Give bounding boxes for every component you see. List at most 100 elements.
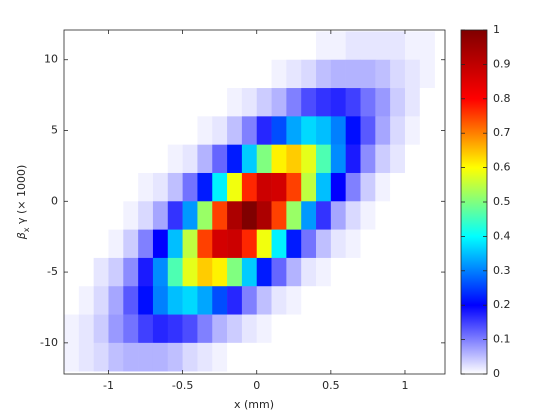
heatmap-cell xyxy=(256,88,272,117)
heatmap-cell xyxy=(286,201,302,230)
heatmap-cell xyxy=(330,31,346,61)
heatmap-cell xyxy=(271,59,287,89)
heatmap-cell xyxy=(316,342,332,372)
heatmap-cell xyxy=(152,257,169,287)
heatmap-cell xyxy=(241,201,258,230)
heatmap-cell xyxy=(138,257,154,287)
heatmap-cell xyxy=(212,31,228,61)
heatmap-cell xyxy=(78,31,94,61)
heatmap-cell xyxy=(93,144,109,174)
heatmap-cell xyxy=(241,116,258,145)
heatmap-cell xyxy=(152,116,169,145)
heatmap-cell xyxy=(167,116,183,145)
heatmap-cell xyxy=(108,286,124,315)
heatmap-cell xyxy=(390,88,406,117)
heatmap-cell xyxy=(301,314,317,344)
heatmap-cell xyxy=(108,201,124,230)
heatmap-cell xyxy=(93,286,109,315)
heatmap-cell xyxy=(182,31,198,61)
heatmap-cell xyxy=(375,257,391,287)
heatmap-cell xyxy=(316,31,332,61)
heatmap-cell xyxy=(197,59,213,89)
heatmap-cell xyxy=(271,229,287,259)
heatmap-cell xyxy=(330,144,346,174)
heatmap-cell xyxy=(167,31,183,61)
heatmap-cell xyxy=(345,31,361,61)
heatmap-cell xyxy=(256,229,272,259)
heatmap-cell xyxy=(78,314,94,344)
heatmap-cell xyxy=(138,201,154,230)
heatmap-cell xyxy=(108,229,124,259)
heatmap-cell xyxy=(197,342,213,372)
heatmap-cell xyxy=(345,88,361,117)
heatmap-cell xyxy=(330,314,346,344)
heatmap-cell xyxy=(123,342,139,372)
heatmap-cell xyxy=(375,172,391,202)
heatmap-cell xyxy=(78,257,94,287)
heatmap-cell xyxy=(78,286,94,315)
heatmap-cell xyxy=(64,286,80,315)
colorbar-tick-label: 0.4 xyxy=(493,229,511,242)
heatmap-cell xyxy=(138,116,154,145)
heatmap-cell xyxy=(419,229,435,259)
colorbar-tick-label: 0.1 xyxy=(493,333,511,346)
heatmap-cell xyxy=(182,286,198,315)
heatmap-cell xyxy=(123,59,139,89)
heatmap-cell xyxy=(301,116,317,145)
heatmap-cell xyxy=(212,201,228,230)
heatmap-cell xyxy=(404,59,421,89)
heatmap-cell xyxy=(152,144,169,174)
heatmap-cell xyxy=(227,144,243,174)
heatmap-cell xyxy=(152,201,169,230)
heatmap-cell xyxy=(360,116,376,145)
heatmap-cell xyxy=(286,88,302,117)
heatmap-cell xyxy=(182,88,198,117)
heatmap-cell xyxy=(419,172,435,202)
heatmap-cell xyxy=(241,59,258,89)
heatmap-cell xyxy=(375,229,391,259)
colorbar-tick-label: 0.9 xyxy=(493,57,511,70)
heatmap-cell xyxy=(390,314,406,344)
heatmap-cell xyxy=(64,257,80,287)
heatmap-cell xyxy=(197,144,213,174)
y-label-sub: x xyxy=(22,227,31,232)
heatmap-cell xyxy=(182,229,198,259)
heatmap-cell xyxy=(375,144,391,174)
heatmap-cell xyxy=(241,286,258,315)
heatmap-cell xyxy=(227,172,243,202)
heatmap-cell xyxy=(360,31,376,61)
heatmap-cell xyxy=(138,59,154,89)
heatmap-cell xyxy=(182,172,198,202)
heatmap-cell xyxy=(390,286,406,315)
heatmap-cell xyxy=(93,314,109,344)
heatmap-cell xyxy=(138,314,154,344)
heatmap-cell xyxy=(241,342,258,372)
heatmap-cell xyxy=(212,257,228,287)
heatmap-cell xyxy=(330,342,346,372)
heatmap-cell xyxy=(167,229,183,259)
heatmap-cell xyxy=(419,88,435,117)
x-tick-label: 0.5 xyxy=(322,379,340,392)
heatmap-cell xyxy=(167,172,183,202)
heatmap-cell xyxy=(212,286,228,315)
heatmap-cell xyxy=(64,88,80,117)
heatmap-cell xyxy=(286,172,302,202)
heatmap-cell xyxy=(93,172,109,202)
heatmap-cell xyxy=(404,144,421,174)
heatmap-cell xyxy=(330,229,346,259)
heatmap-cell xyxy=(152,314,169,344)
heatmap-cell xyxy=(301,286,317,315)
heatmap-cell xyxy=(316,144,332,174)
heatmap-cell xyxy=(138,144,154,174)
heatmap-cell xyxy=(271,116,287,145)
heatmap-cell xyxy=(404,229,421,259)
heatmap-cell xyxy=(256,144,272,174)
heatmap-cell xyxy=(167,342,183,372)
heatmap-cell xyxy=(152,31,169,61)
heatmap-cell xyxy=(419,257,435,287)
x-tick-label: -0.5 xyxy=(172,379,193,392)
heatmap-cell xyxy=(123,172,139,202)
heatmap-cell xyxy=(286,144,302,174)
heatmap-cell xyxy=(108,342,124,372)
heatmap-cell xyxy=(108,257,124,287)
